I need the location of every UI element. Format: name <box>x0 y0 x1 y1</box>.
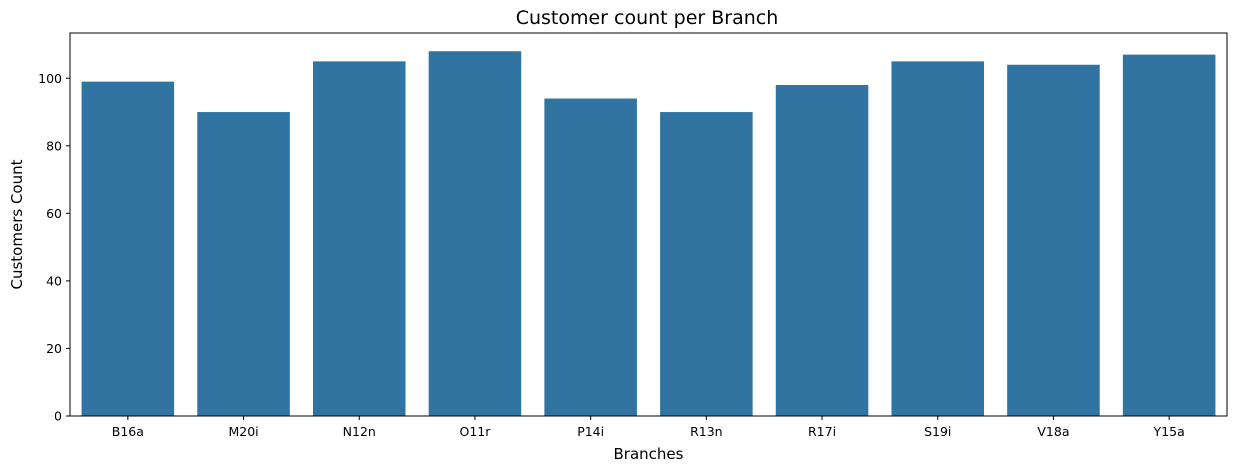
x-tick-label: S19i <box>924 424 951 439</box>
bar-R17i <box>775 85 869 416</box>
x-tick-label: M20i <box>228 424 258 439</box>
y-tick-label: 20 <box>46 341 62 356</box>
x-tick-label: O11r <box>460 424 492 439</box>
y-tick-label: 0 <box>54 409 62 424</box>
x-axis-label: Branches <box>614 445 684 463</box>
x-axis-ticks: B16a M20i N12n O11r P14i R13n R17i S19i V18a Y15a <box>112 416 1185 439</box>
x-tick-label: P14i <box>577 424 604 439</box>
bar-Y15a <box>1122 54 1216 417</box>
bar-S19i <box>891 61 985 417</box>
y-tick-label: 100 <box>38 71 62 86</box>
bar-N12n <box>312 61 406 417</box>
bars-group <box>81 51 1216 417</box>
y-tick-label: 40 <box>46 273 62 288</box>
x-tick-label: R17i <box>808 424 836 439</box>
bar-R13n <box>660 112 753 416</box>
bar-P14i <box>544 98 637 417</box>
chart-title: Customer count per Branch <box>516 7 779 29</box>
x-tick-label: Y15a <box>1153 424 1185 439</box>
y-axis-label: Customers Count <box>8 159 26 289</box>
bar-B16a <box>81 81 175 416</box>
y-tick-label: 80 <box>46 138 62 153</box>
y-axis-ticks: 0 20 40 60 80 100 <box>38 71 70 424</box>
x-tick-label: N12n <box>343 424 376 439</box>
x-tick-label: B16a <box>112 424 144 439</box>
y-tick-label: 60 <box>46 206 62 221</box>
bar-M20i <box>197 112 290 416</box>
x-tick-label: V18a <box>1037 424 1069 439</box>
bar-V18a <box>1007 64 1100 416</box>
x-tick-label: R13n <box>690 424 723 439</box>
bar-O11r <box>428 51 522 417</box>
plot-frame <box>69 32 1228 417</box>
